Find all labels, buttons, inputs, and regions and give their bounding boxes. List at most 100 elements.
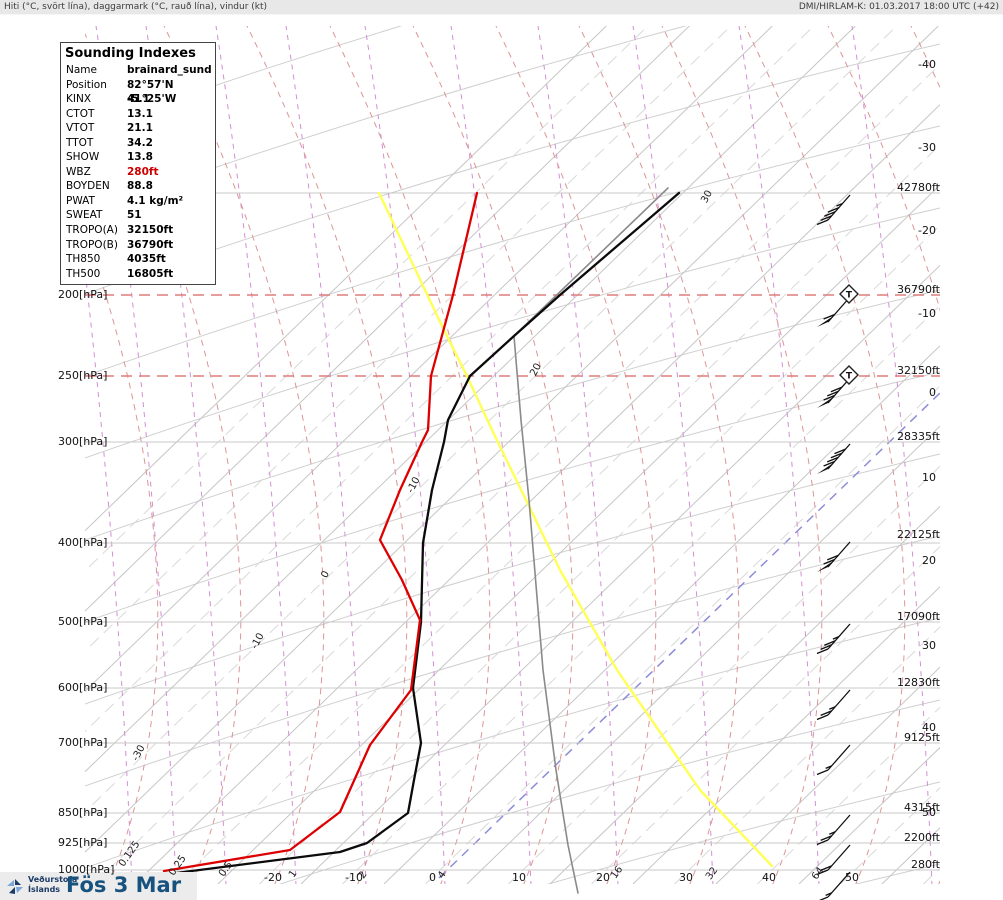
wind-barb bbox=[817, 541, 851, 572]
wetbulb-curve bbox=[513, 187, 669, 894]
wind-barb bbox=[817, 296, 851, 327]
pressure-axis-label: 700[hPa] bbox=[58, 736, 108, 749]
svg-text:T: T bbox=[846, 372, 853, 382]
pressure-axis-label: 300[hPa] bbox=[58, 435, 108, 448]
parcel-curve bbox=[377, 191, 774, 868]
pressure-axis-label: 400[hPa] bbox=[58, 536, 108, 549]
index-label: BOYDEN bbox=[66, 180, 110, 193]
index-value: brainard_sund bbox=[127, 64, 212, 76]
pressure-axis-label: 850[hPa] bbox=[58, 806, 108, 819]
right-temp-label: -10 bbox=[918, 307, 936, 320]
altitude-axis-label: 32150ft bbox=[897, 364, 940, 377]
index-row: SWEAT 51 bbox=[61, 208, 215, 223]
bottom-temp-label: -10 bbox=[345, 871, 363, 884]
right-temp-label: 50 bbox=[922, 806, 936, 819]
bottom-temp-label: 40 bbox=[762, 871, 776, 884]
wind-barb bbox=[817, 377, 851, 408]
right-temp-label: -40 bbox=[918, 58, 936, 71]
index-row: TTOT 34.2 bbox=[61, 136, 215, 151]
index-label: TH500 bbox=[66, 267, 101, 280]
index-row: Name brainard_sund bbox=[61, 63, 215, 78]
index-label: WBZ bbox=[66, 165, 91, 178]
index-row: TROPO(B) 36790ft bbox=[61, 238, 215, 253]
index-label: Position bbox=[66, 78, 107, 91]
index-value: 88.8 bbox=[127, 180, 153, 193]
top-bar: Hiti (°C, svört lína), daggarmark (°C, r… bbox=[0, 0, 1003, 15]
bottom-temp-label: 50 bbox=[845, 871, 859, 884]
bottom-temp-label: 30 bbox=[679, 871, 693, 884]
altitude-axis-label: 2200ft bbox=[904, 831, 940, 844]
index-row: SHOW 13.8 bbox=[61, 150, 215, 165]
right-temp-label: 20 bbox=[922, 554, 936, 567]
right-temp-label: -20 bbox=[918, 224, 936, 237]
dewpoint-curve bbox=[162, 191, 479, 873]
wind-barb bbox=[816, 744, 851, 776]
org-name: Veðurstofa Íslands bbox=[28, 875, 77, 895]
index-value: 16805ft bbox=[127, 267, 174, 280]
altitude-axis-label: 17090ft bbox=[897, 610, 940, 623]
pressure-axis-label: 250[hPa] bbox=[58, 369, 108, 382]
index-value: 51 bbox=[127, 209, 142, 222]
right-temp-label: 0 bbox=[929, 386, 936, 399]
index-label: TROPO(A) bbox=[66, 224, 118, 237]
index-label: VTOT bbox=[66, 122, 95, 135]
index-row: PWAT 4.1 kg/m² bbox=[61, 194, 215, 209]
index-label: TTOT bbox=[66, 136, 94, 149]
pressure-axis-label: 925[hPa] bbox=[58, 836, 108, 849]
temperature-curve bbox=[174, 191, 681, 875]
wind-barb bbox=[816, 689, 851, 721]
zero-isotherm-line bbox=[438, 392, 940, 879]
index-value: -5.1 bbox=[127, 93, 150, 106]
altitude-axis-label: 42780ft bbox=[897, 181, 940, 194]
footer-bar: Veðurstofa Íslands Fös 3 Mar 12:00 bbox=[0, 872, 197, 900]
index-label: Name bbox=[66, 64, 97, 76]
index-value: 13.1 bbox=[127, 107, 153, 120]
index-value: 21.1 bbox=[127, 122, 153, 135]
wind-barb bbox=[816, 814, 851, 846]
index-value: 32150ft bbox=[127, 224, 174, 237]
wind-barb bbox=[816, 844, 851, 876]
wind-barb bbox=[817, 443, 851, 474]
pressure-axis-label: 200[hPa] bbox=[58, 288, 108, 301]
altitude-axis-label: 9125ft bbox=[904, 731, 940, 744]
pressure-axis-label: 1000[hPa] bbox=[58, 863, 115, 876]
legend-text: Hiti (°C, svört lína), daggarmark (°C, r… bbox=[4, 2, 268, 12]
index-label: CTOT bbox=[66, 107, 95, 120]
altitude-axis-label: 280ft bbox=[911, 858, 940, 871]
index-row: WBZ 280ft bbox=[61, 165, 215, 180]
index-value: 280ft bbox=[127, 165, 159, 178]
tropopause-marker-icon: T bbox=[839, 365, 859, 385]
altitude-axis-label: 4315ft bbox=[904, 801, 940, 814]
bottom-temp-label: 10 bbox=[512, 871, 526, 884]
indexes-title: Sounding Indexes bbox=[65, 46, 196, 61]
vedurstofa-logo-icon bbox=[7, 879, 23, 894]
index-label: KINX bbox=[66, 93, 92, 106]
sounding-indexes-box: Sounding Indexes Name brainard_sund Positi… bbox=[60, 42, 216, 286]
index-row: TH850 4035ft bbox=[61, 252, 215, 267]
index-row: BOYDEN 88.8 bbox=[61, 179, 215, 194]
index-row: TROPO(A) 32150ft bbox=[61, 223, 215, 238]
pressure-axis-label: 600[hPa] bbox=[58, 681, 108, 694]
index-row: TH500 16805ft bbox=[61, 267, 215, 282]
index-value: 82°57'N 41°25'W bbox=[127, 78, 177, 106]
index-label: PWAT bbox=[66, 194, 95, 207]
wind-barb bbox=[816, 623, 851, 655]
altitude-axis-label: 22125ft bbox=[897, 528, 940, 541]
wind-barb bbox=[816, 194, 851, 226]
right-temp-label: 30 bbox=[922, 639, 936, 652]
index-value: 34.2 bbox=[127, 136, 153, 149]
index-row: Position 82°57'N 41°25'W bbox=[61, 78, 215, 106]
model-run-text: DMI/HIRLAM-K: 01.03.2017 18:00 UTC (+42) bbox=[798, 2, 999, 12]
bottom-temp-label: 20 bbox=[596, 871, 610, 884]
index-row: KINX -5.1 bbox=[61, 92, 215, 107]
org-line1: Veðurstofa bbox=[28, 875, 78, 884]
right-temp-label: 40 bbox=[922, 721, 936, 734]
pressure-axis-label: 500[hPa] bbox=[58, 615, 108, 628]
bottom-temp-label: 0 bbox=[429, 871, 436, 884]
valid-datetime: Fös 3 Mar 12:00 bbox=[66, 873, 182, 900]
index-value: 13.8 bbox=[127, 151, 153, 164]
right-temp-label: -30 bbox=[918, 141, 936, 154]
